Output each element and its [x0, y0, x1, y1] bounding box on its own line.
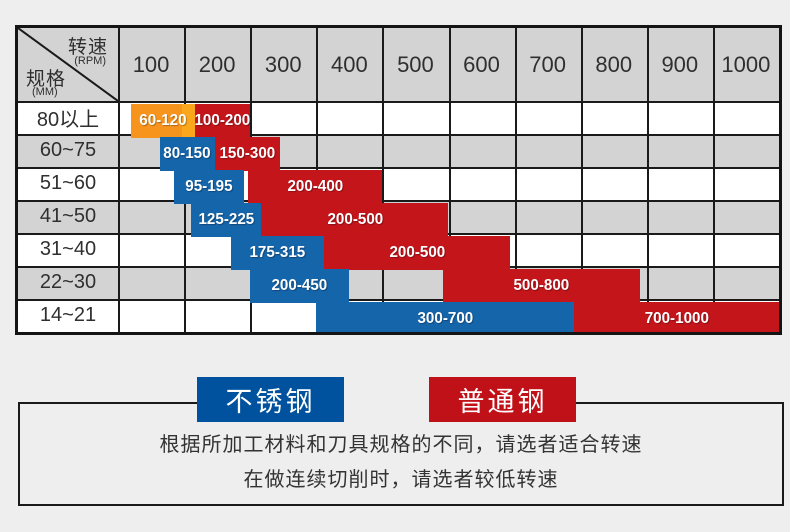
spec-label: 14~21 — [39, 304, 97, 326]
spec-label: 51~60 — [39, 172, 97, 194]
speed-bar-label: 200-500 — [389, 244, 445, 261]
speed-bar-label: 60-120 — [139, 112, 187, 129]
column-header-100: 100 — [132, 51, 170, 77]
spec-label: 41~50 — [39, 205, 97, 227]
speed-bar-label: 100-200 — [194, 112, 251, 129]
speed-bar-label: 200-450 — [271, 277, 328, 294]
column-header-500: 500 — [397, 51, 434, 77]
speed-bar-700-1000: 700-1000 — [574, 302, 779, 332]
column-header-700: 700 — [529, 51, 566, 77]
table-row: 51~60 — [18, 167, 779, 200]
column-header-400: 400 — [330, 51, 368, 77]
corner-label-rpm: 转速 — [67, 37, 108, 58]
spec-label: 60~75 — [39, 139, 97, 161]
corner-sublabel-spec: (MM) — [32, 86, 58, 98]
spec-label: 80以上 — [36, 109, 100, 131]
speed-bar-80-150: 80-150 — [159, 137, 216, 171]
legend-stainless-steel: 不锈钢 — [197, 377, 344, 422]
speed-bar-200-500: 200-500 — [261, 203, 449, 237]
speed-bar-150-300: 150-300 — [215, 137, 280, 171]
speed-bar-175-315: 175-315 — [231, 236, 325, 270]
note-line-1: 根据所加工材料和刀具规格的不同，请选者适合转速 — [159, 434, 643, 456]
column-header-200: 200 — [198, 51, 236, 77]
table-row: 60~75 — [18, 134, 779, 167]
speed-bar-label: 200-400 — [287, 178, 344, 195]
speed-bar-100-200: 100-200 — [194, 104, 251, 138]
corner-sublabel-rpm: (RPM) — [74, 55, 106, 67]
speed-bar-300-700: 300-700 — [316, 302, 575, 332]
speed-bar-label: 80-150 — [163, 145, 212, 162]
diagonal-divider — [18, 28, 118, 101]
column-header-900: 900 — [661, 51, 699, 77]
spec-label: 22~30 — [39, 271, 97, 293]
spec-label: 31~40 — [39, 238, 97, 260]
legend-ordinary-steel: 普通钢 — [429, 377, 576, 422]
speed-bar-200-500: 200-500 — [324, 236, 510, 270]
divider-line-right — [576, 402, 784, 404]
speed-bar-label: 150-300 — [219, 145, 276, 162]
speed-bar-500-800: 500-800 — [443, 269, 641, 303]
table-row: 22~30 — [18, 266, 779, 299]
divider-line-left — [18, 402, 197, 404]
speed-bar-60-120: 60-120 — [131, 104, 196, 138]
speed-bar-200-450: 200-450 — [250, 269, 350, 303]
speed-bar-label: 175-315 — [249, 244, 306, 261]
speed-bar-95-195: 95-195 — [174, 170, 244, 204]
rpm-spec-table: 转速 (RPM) 规格 (MM) 100 200 300 400 500 600 700 80… — [15, 25, 782, 335]
table-corner-cell: 转速 (RPM) 规格 (MM) — [18, 28, 118, 101]
column-header-300: 300 — [264, 51, 302, 77]
speed-bar-label: 125-225 — [198, 211, 255, 228]
speed-bar-200-400: 200-400 — [248, 170, 383, 204]
column-header-600: 600 — [463, 51, 500, 77]
column-header-1000: 1000 — [721, 51, 771, 77]
speed-bar-label: 95-195 — [185, 178, 233, 195]
speed-bar-label: 500-800 — [513, 277, 570, 294]
corner-label-spec: 规格 — [26, 69, 67, 90]
speed-bar-label: 200-500 — [327, 211, 383, 228]
column-header-800: 800 — [595, 51, 633, 77]
speed-bars-layer: 60-120 100-200 80-150 150-300 95-195 200-400 1… — [118, 101, 779, 332]
table-header-row: 转速 (RPM) 规格 (MM) 100 200 300 400 500 600 700 80… — [18, 28, 779, 101]
notes-frame — [18, 402, 784, 506]
note-line-2: 在做连续切削时，请选者较低转速 — [243, 469, 559, 491]
speed-bar-label: 700-1000 — [644, 310, 709, 327]
speed-bar-label: 300-700 — [417, 310, 474, 327]
speed-bar-125-225: 125-225 — [191, 203, 262, 237]
